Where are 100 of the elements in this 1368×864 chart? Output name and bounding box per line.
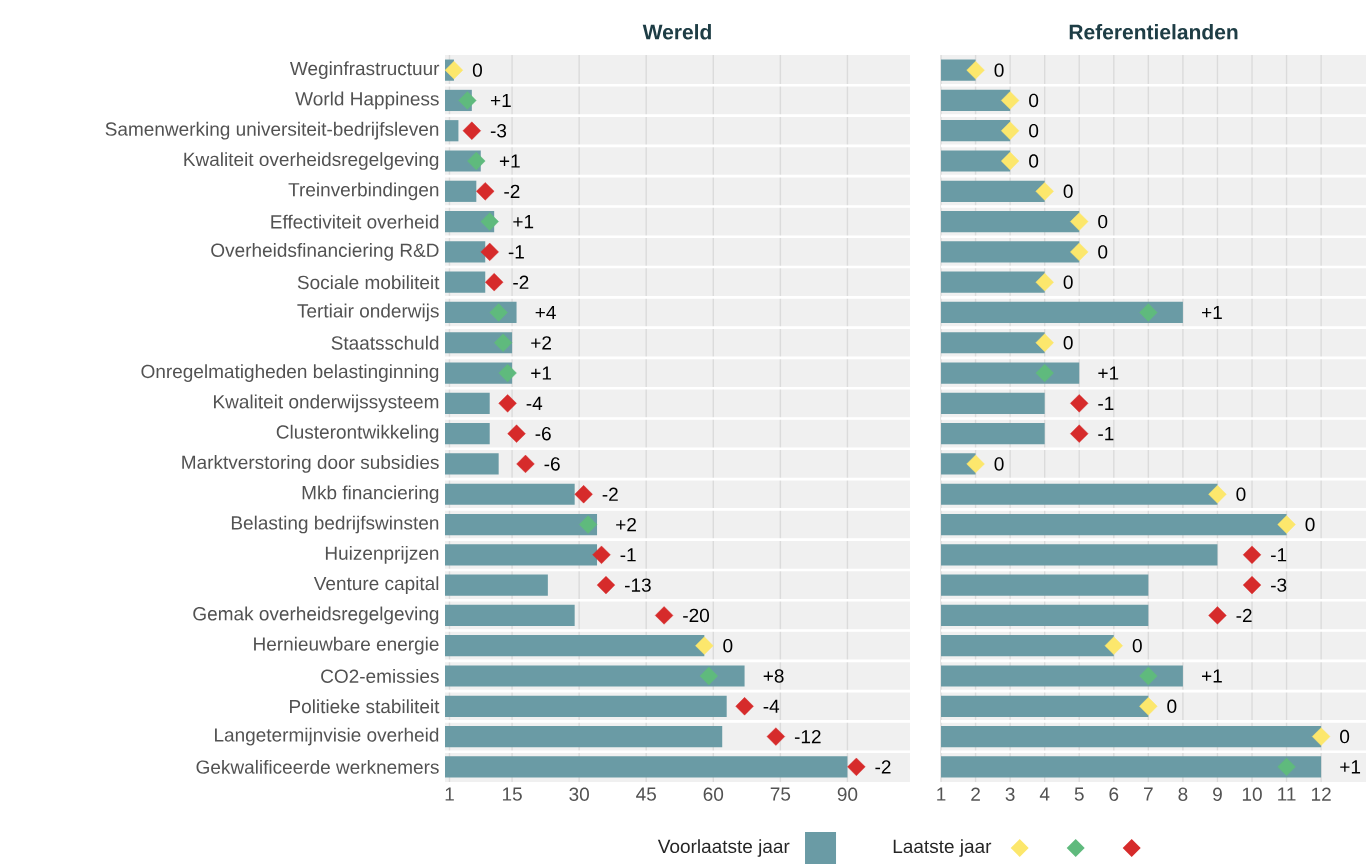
x-tick-label: 1 — [445, 787, 454, 801]
point — [1001, 91, 1020, 110]
annotation: +1 — [1340, 760, 1361, 774]
point — [592, 545, 611, 564]
bar — [445, 241, 486, 263]
x-tick-label: 11 — [1278, 787, 1296, 801]
x-tick-label: 6 — [1109, 787, 1119, 801]
point — [1070, 424, 1089, 443]
annotation: -3 — [490, 124, 507, 138]
annotation: -1 — [508, 245, 524, 259]
annotation: 0 — [1236, 487, 1246, 501]
point — [498, 363, 517, 383]
point — [1208, 606, 1227, 625]
chart-title: Referentielanden — [1069, 24, 1238, 40]
y-tick-label: Onregelmatigheden belastinginning — [141, 364, 439, 382]
y-tick-label: Gekwalificeerde werknemers — [196, 759, 439, 774]
annotation: 0 — [472, 63, 482, 77]
y-tick-label: Overheidsfinanciering R&D — [211, 243, 439, 261]
annotation: 0 — [1340, 729, 1350, 744]
annotation: 0 — [1098, 214, 1108, 229]
annotation: -1 — [1098, 396, 1114, 410]
bar — [445, 695, 727, 717]
bar — [445, 392, 490, 414]
point — [476, 182, 495, 201]
bar — [445, 574, 548, 596]
annotation: 0 — [1029, 154, 1039, 168]
annotation: +1 — [1098, 366, 1119, 380]
point — [1277, 515, 1296, 534]
x-tick-label: 7 — [1144, 787, 1153, 801]
x-tick-label: 15 — [502, 787, 522, 801]
y-tick-label: Kwaliteit overheidsregelgeving — [184, 152, 439, 170]
point — [1242, 576, 1262, 595]
bar — [445, 604, 575, 626]
annotation: -2 — [504, 184, 520, 198]
point — [1242, 545, 1262, 564]
bar — [445, 120, 459, 142]
annotation: -1 — [1271, 548, 1287, 562]
bar — [445, 725, 723, 748]
point — [695, 636, 714, 655]
point — [480, 242, 499, 261]
point — [516, 454, 535, 474]
x-tick-label: 9 — [1213, 787, 1222, 801]
annotation: 0 — [1305, 517, 1315, 532]
annotation: -13 — [625, 578, 651, 592]
annotation: 0 — [1167, 699, 1177, 714]
y-tick-label: World Happiness — [295, 91, 439, 110]
legend-label: Voorlaatste jaar — [657, 839, 790, 857]
bar — [445, 756, 848, 778]
legend-label: Laatste jaar — [893, 839, 992, 857]
y-tick-label: Venture capital — [313, 576, 439, 594]
annotation: -1 — [1098, 427, 1114, 441]
point — [1035, 182, 1054, 201]
annotation: 0 — [1029, 124, 1039, 138]
annotation: +1 — [499, 154, 520, 168]
y-tick-label: Staatsschuld — [331, 335, 439, 350]
annotation: +4 — [535, 305, 556, 320]
point — [966, 454, 985, 474]
y-tick-label: Samenwerking universiteit-bedrijfsleven — [105, 121, 439, 140]
bar — [445, 483, 575, 505]
point — [1139, 303, 1158, 322]
point — [735, 697, 754, 716]
annotation: -3 — [1271, 578, 1287, 592]
point — [847, 757, 866, 776]
annotation: +1 — [490, 93, 511, 107]
point — [1277, 757, 1296, 776]
bar — [445, 180, 477, 202]
annotation: 0 — [1063, 275, 1073, 289]
annotation: +1 — [513, 215, 534, 229]
annotation: -1 — [620, 548, 636, 562]
x-tick-label: 45 — [636, 787, 656, 801]
annotation: -4 — [526, 396, 543, 410]
y-tick-label: Langetermijnvisie overheid — [215, 727, 439, 746]
point — [498, 394, 517, 413]
x-tick-label: 30 — [569, 787, 589, 801]
point — [578, 515, 598, 534]
x-tick-label: 60 — [703, 787, 724, 801]
x-tick-label: 4 — [1039, 787, 1050, 801]
x-tick-label: 2 — [971, 787, 980, 801]
annotation: -2 — [1236, 608, 1252, 623]
annotation: 0 — [994, 63, 1004, 77]
annotation: -2 — [513, 275, 529, 289]
annotation: +1 — [1202, 669, 1222, 683]
annotation: 0 — [1132, 638, 1142, 653]
point — [1001, 151, 1020, 171]
point — [1070, 242, 1089, 261]
annotation: -12 — [794, 729, 821, 744]
y-tick-label: Marktverstoring door subsidies — [182, 455, 439, 473]
annotation: 0 — [1029, 93, 1039, 108]
y-tick-label: Huizenprijzen — [325, 545, 439, 564]
annotation: +2 — [616, 517, 636, 532]
point — [489, 303, 508, 322]
bar — [445, 423, 490, 445]
point — [966, 61, 985, 80]
x-tick-label: 8 — [1178, 787, 1188, 801]
point — [1035, 363, 1054, 383]
x-tick-label: 10 — [1242, 787, 1262, 801]
y-tick-label: CO2-emissies — [321, 669, 439, 683]
y-tick-label: Mkb financiering — [302, 485, 439, 504]
point — [654, 606, 674, 625]
point — [507, 424, 526, 443]
